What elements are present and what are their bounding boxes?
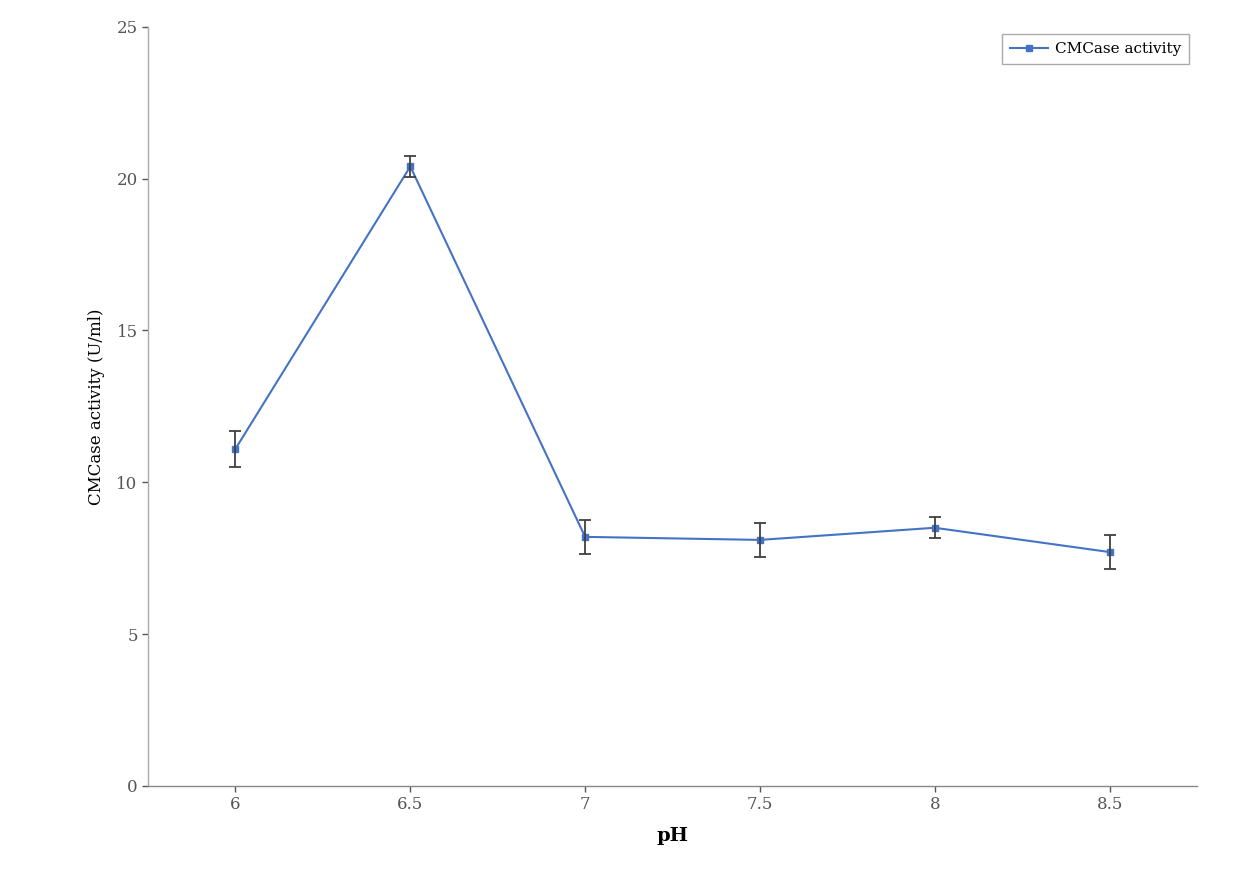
Legend: CMCase activity: CMCase activity [1002,35,1190,63]
CMCase activity [927,522,942,533]
Line: CMCase activity: CMCase activity [233,163,1112,555]
CMCase activity [1102,547,1117,557]
CMCase activity [228,444,243,455]
CMCase activity [753,535,768,546]
Y-axis label: CMCase activity (U/ml): CMCase activity (U/ml) [89,308,105,505]
X-axis label: pH: pH [656,827,689,845]
CMCase activity [578,531,592,542]
CMCase activity [402,161,417,171]
